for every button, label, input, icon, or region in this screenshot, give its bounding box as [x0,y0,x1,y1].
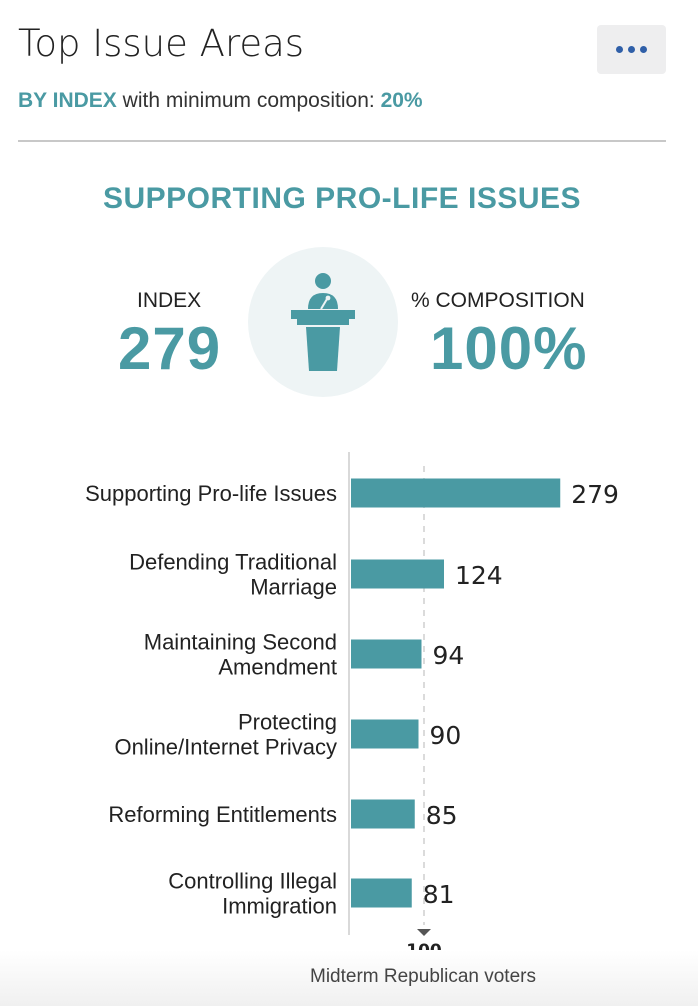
page-title: Top Issue Areas [18,22,305,65]
category-label: Amendment [218,655,337,680]
category-label: Controlling Illegal [168,869,337,894]
footer-area [0,950,698,1006]
bar-value-label: 279 [571,480,619,509]
bar [351,559,444,589]
podium-speaker-icon [291,273,355,371]
more-horizontal-icon [640,46,647,53]
category-label: Defending Traditional [129,550,337,575]
index-value: 279 [118,315,222,382]
reference-marker-icon [417,929,431,936]
bar-value-label: 85 [426,801,458,830]
category-label: Maintaining Second [144,630,337,655]
minimum-composition-value[interactable]: 20% [380,89,423,112]
bar-value-label: 124 [455,561,503,590]
sort-subtitle: BY INDEX with minimum composition: 20% [18,89,423,113]
issue-icon-circle [248,247,398,397]
composition-label: % COMPOSITION [411,289,585,312]
category-label: Protecting [238,710,337,735]
bar-value-label: 94 [433,641,465,670]
subtitle-text: with minimum composition: [116,89,381,112]
bar [351,639,422,669]
index-label: INDEX [137,289,202,312]
sort-mode[interactable]: BY INDEX [18,89,117,112]
more-options-button[interactable] [597,25,666,74]
bar-value-label: 90 [430,721,462,750]
x-axis-label: Midterm Republican voters [310,966,536,987]
category-label: Reforming Entitlements [108,802,337,827]
category-label: Marriage [250,575,337,600]
highlight-title: SUPPORTING PRO-LIFE ISSUES [102,182,582,215]
divider [18,140,666,142]
bar [351,878,412,908]
more-horizontal-icon [628,46,635,53]
category-label: Immigration [222,894,337,919]
category-label: Supporting Pro-life Issues [85,481,337,506]
bar [351,719,419,749]
bar [351,799,415,829]
bar [351,478,561,508]
issue-index-bar-chart: 100279Supporting Pro-life Issues124Defen… [85,452,619,960]
more-horizontal-icon [616,46,623,53]
category-label: Online/Internet Privacy [114,735,337,760]
composition-value: 100% [430,315,588,382]
bar-value-label: 81 [423,880,455,909]
